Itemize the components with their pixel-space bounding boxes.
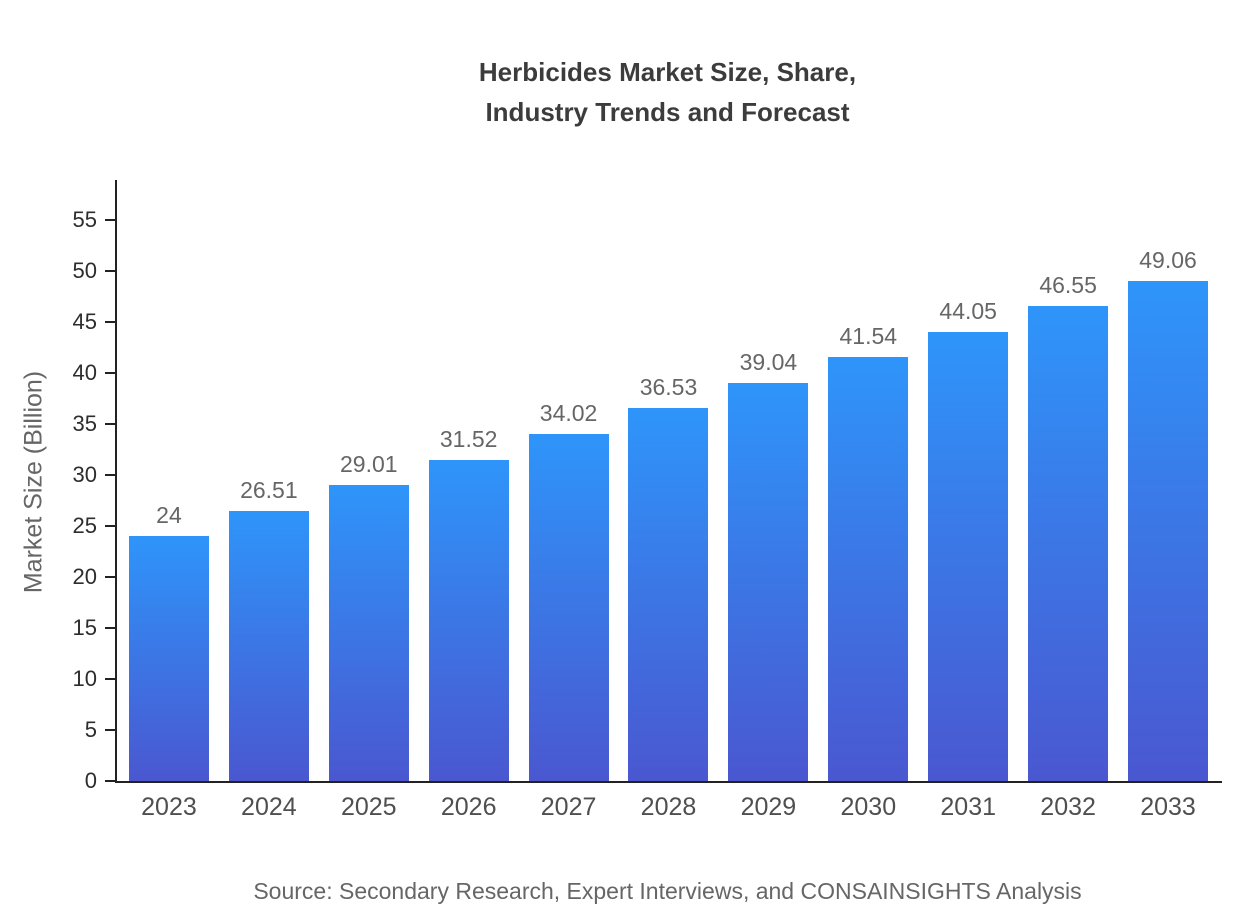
y-tick (105, 372, 115, 374)
x-tick-label: 2028 (640, 793, 697, 821)
bar: 49.06 (1128, 247, 1209, 781)
y-tick (105, 780, 115, 782)
bar: 31.52 (428, 426, 509, 781)
bar: 39.04 (728, 349, 809, 781)
bar-slot: 39.04 2029 (718, 180, 818, 821)
y-tick (105, 270, 115, 272)
bar-slot: 49.06 2033 (1118, 180, 1218, 821)
x-tick-label: 2031 (940, 793, 997, 821)
bar-slot: 24 2023 (119, 180, 219, 821)
source-caption: Source: Secondary Research, Expert Inter… (253, 878, 1082, 904)
y-tick (105, 423, 115, 425)
bar: 24 (128, 502, 209, 781)
x-tick-label: 2032 (1040, 793, 1096, 821)
bars-container: 24 2023 26.51 2024 29.01 2025 31.52 2026 34.02 20… (119, 180, 1218, 821)
y-tick (105, 219, 115, 221)
bar-value-label: 24 (156, 502, 182, 529)
y-tick-label: 45 (72, 309, 97, 334)
y-tick-label: 35 (72, 411, 97, 436)
bar: 36.53 (628, 374, 709, 781)
bar: 34.02 (528, 400, 609, 781)
bar-value-label: 41.54 (839, 323, 898, 350)
y-tick-label: 55 (72, 207, 97, 232)
bar-value-label: 29.01 (339, 451, 398, 478)
bar-slot: 29.01 2025 (319, 180, 419, 821)
y-tick-label: 20 (72, 564, 97, 589)
y-tick (105, 321, 115, 323)
y-tick (105, 525, 115, 527)
bar-slot: 46.55 2032 (1018, 180, 1118, 821)
bar-value-label: 34.02 (539, 400, 598, 426)
x-tick-label: 2025 (340, 793, 397, 821)
x-tick-label: 2033 (1140, 793, 1196, 821)
y-tick (105, 678, 115, 680)
y-tick (105, 627, 115, 629)
bar-slot: 34.02 2027 (519, 180, 619, 821)
y-tick-label: 10 (72, 666, 97, 691)
bar-slot: 31.52 2026 (419, 180, 519, 821)
y-tick (105, 474, 115, 476)
x-tick-label: 2029 (740, 793, 797, 821)
x-tick-label: 2030 (840, 793, 897, 821)
y-tick-label: 5 (84, 717, 97, 742)
x-tick-label: 2023 (141, 793, 197, 821)
y-tick-label: 40 (72, 360, 97, 385)
y-axis-label: Market Size (Billion) (19, 370, 48, 594)
x-tick-label: 2027 (540, 793, 597, 821)
y-tick (105, 729, 115, 731)
y-tick-label: 15 (72, 615, 97, 640)
bar: 29.01 (328, 451, 409, 781)
bar-value-label: 44.05 (939, 297, 997, 324)
bar: 46.55 (1028, 272, 1109, 781)
bar: 41.54 (828, 323, 909, 781)
bar-slot: 41.54 2030 (818, 180, 918, 821)
bar-value-label: 26.51 (240, 476, 298, 503)
bar: 26.51 (228, 477, 309, 781)
bar-slot: 36.53 2028 (619, 180, 719, 821)
y-tick-label: 0 (84, 768, 97, 793)
bar-value-label: 36.53 (639, 374, 698, 401)
chart-title: Herbicides Market Size, Share, Industry … (478, 57, 857, 128)
x-tick-label: 2026 (440, 793, 497, 821)
plot-area: 0 5 10 15 20 25 30 35 40 45 50 55 24 2023 26.51 2024 29… (73, 180, 1222, 821)
bar-value-label: 46.55 (1039, 272, 1097, 299)
bar: 44.05 (928, 298, 1009, 781)
bar-value-label: 31.52 (439, 425, 498, 452)
bar-value-label: 49.06 (1139, 246, 1197, 273)
bar-slot: 26.51 2024 (219, 180, 319, 821)
x-tick-label: 2024 (241, 793, 297, 821)
y-tick (105, 576, 115, 578)
bar-value-label: 39.04 (739, 348, 798, 375)
y-tick-label: 50 (72, 258, 97, 283)
bar-slot: 44.05 2031 (918, 180, 1018, 821)
y-tick-label: 25 (72, 513, 97, 538)
y-tick-label: 30 (72, 462, 97, 487)
